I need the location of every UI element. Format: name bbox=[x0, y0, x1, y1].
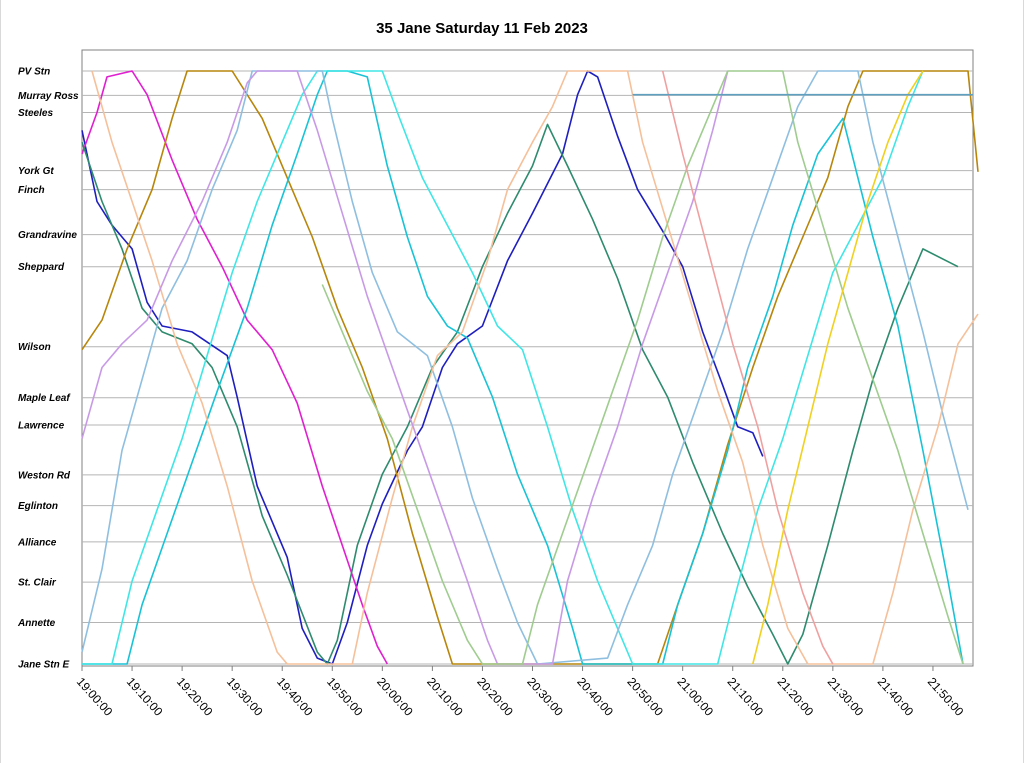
y-tick-label: Steeles bbox=[18, 108, 53, 119]
y-tick-label: Wilson bbox=[18, 342, 51, 353]
y-tick-label: Eglinton bbox=[18, 501, 58, 512]
y-tick-label: St. Clair bbox=[18, 578, 57, 589]
x-tick-label: 21:30:00 bbox=[825, 675, 867, 719]
y-tick-label: Annette bbox=[17, 618, 56, 629]
y-tick-label: Jane Stn E bbox=[18, 660, 69, 671]
x-tick-label: 19:10:00 bbox=[124, 675, 166, 719]
series-line-6 bbox=[82, 70, 924, 665]
x-tick-label: 20:30:00 bbox=[524, 675, 566, 719]
series-line-10 bbox=[321, 70, 964, 665]
x-tick-label: 19:00:00 bbox=[74, 675, 116, 719]
y-tick-label: Sheppard bbox=[18, 262, 65, 273]
series-line-3 bbox=[81, 123, 959, 665]
series-line-12 bbox=[752, 70, 924, 665]
x-tick-label: 20:00:00 bbox=[374, 675, 416, 719]
x-tick-label: 20:50:00 bbox=[624, 675, 666, 719]
y-tick-label: Finch bbox=[18, 185, 45, 196]
y-tick-label: Grandravine bbox=[18, 230, 77, 241]
chart-title: 35 Jane Saturday 11 Feb 2023 bbox=[376, 20, 588, 37]
x-tick-label: 20:10:00 bbox=[424, 675, 466, 719]
x-tick-label: 20:20:00 bbox=[474, 675, 516, 719]
series-line-1 bbox=[81, 70, 764, 665]
x-tick-label: 21:40:00 bbox=[875, 675, 917, 719]
x-tick-label: 19:30:00 bbox=[224, 675, 266, 719]
y-tick-label: Maple Leaf bbox=[18, 393, 71, 404]
series-line-8 bbox=[91, 70, 979, 665]
series-line-5 bbox=[82, 70, 964, 665]
series-line-7 bbox=[81, 70, 969, 665]
plot-area bbox=[81, 49, 974, 667]
series-line-9 bbox=[81, 70, 729, 665]
x-tick-label: 21:10:00 bbox=[725, 675, 767, 719]
x-tick-label: 19:50:00 bbox=[324, 675, 366, 719]
x-tick-label: 20:40:00 bbox=[574, 675, 616, 719]
y-tick-label: Weston Rd bbox=[18, 470, 71, 481]
y-tick-label: Murray Ross bbox=[18, 91, 79, 102]
y-tick-label: Alliance bbox=[17, 537, 57, 548]
series-line-4 bbox=[81, 70, 979, 665]
y-tick-label: Lawrence bbox=[18, 421, 65, 432]
x-tick-label: 21:20:00 bbox=[775, 675, 817, 719]
series-line-2 bbox=[81, 70, 388, 665]
x-tick-label: 19:40:00 bbox=[274, 675, 316, 719]
y-tick-label: PV Stn bbox=[18, 67, 50, 78]
series-line-11 bbox=[661, 70, 834, 665]
y-tick-label: York Gt bbox=[18, 166, 54, 177]
x-tick-label: 21:50:00 bbox=[925, 675, 967, 719]
x-tick-label: 21:00:00 bbox=[674, 675, 716, 719]
x-tick-label: 19:20:00 bbox=[174, 675, 216, 719]
